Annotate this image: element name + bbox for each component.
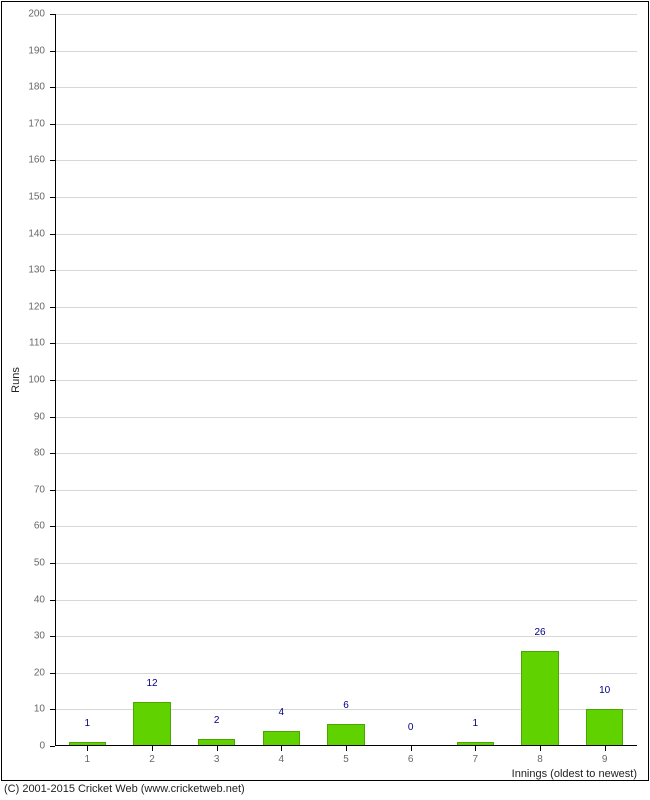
- xtick-mark: [605, 746, 606, 751]
- ytick-mark: [50, 600, 55, 601]
- xtick-label: 8: [537, 754, 543, 765]
- y-axis-label: Runs: [10, 367, 22, 393]
- bar-value-label: 12: [146, 678, 157, 689]
- y-axis-line: [55, 14, 56, 746]
- ytick-label: 80: [0, 448, 45, 459]
- bar: [586, 709, 624, 746]
- gridline: [55, 453, 637, 454]
- xtick-mark: [152, 746, 153, 751]
- gridline: [55, 87, 637, 88]
- ytick-label: 90: [0, 411, 45, 422]
- ytick-mark: [50, 51, 55, 52]
- bar-value-label: 1: [473, 718, 479, 729]
- gridline: [55, 526, 637, 527]
- ytick-label: 110: [0, 338, 45, 349]
- ytick-mark: [50, 234, 55, 235]
- bar-value-label: 4: [279, 707, 285, 718]
- xtick-label: 9: [602, 754, 608, 765]
- ytick-mark: [50, 307, 55, 308]
- bar-value-label: 2: [214, 715, 220, 726]
- ytick-mark: [50, 673, 55, 674]
- xtick-mark: [87, 746, 88, 751]
- ytick-label: 0: [0, 741, 45, 752]
- ytick-mark: [50, 526, 55, 527]
- ytick-label: 190: [0, 45, 45, 56]
- xtick-label: 4: [279, 754, 285, 765]
- gridline: [55, 124, 637, 125]
- ytick-label: 60: [0, 521, 45, 532]
- xtick-label: 3: [214, 754, 220, 765]
- ytick-label: 130: [0, 265, 45, 276]
- gridline: [55, 490, 637, 491]
- ytick-mark: [50, 197, 55, 198]
- gridline: [55, 14, 637, 15]
- gridline: [55, 197, 637, 198]
- xtick-mark: [281, 746, 282, 751]
- xtick-mark: [475, 746, 476, 751]
- ytick-mark: [50, 490, 55, 491]
- gridline: [55, 563, 637, 564]
- copyright-text: (C) 2001-2015 Cricket Web (www.cricketwe…: [4, 783, 245, 795]
- gridline: [55, 307, 637, 308]
- gridline: [55, 417, 637, 418]
- ytick-mark: [50, 380, 55, 381]
- ytick-mark: [50, 709, 55, 710]
- ytick-label: 30: [0, 631, 45, 642]
- gridline: [55, 270, 637, 271]
- gridline: [55, 160, 637, 161]
- xtick-label: 2: [149, 754, 155, 765]
- ytick-label: 20: [0, 667, 45, 678]
- ytick-mark: [50, 160, 55, 161]
- ytick-mark: [50, 636, 55, 637]
- ytick-mark: [50, 417, 55, 418]
- xtick-label: 1: [85, 754, 91, 765]
- bar-value-label: 26: [534, 627, 545, 638]
- ytick-mark: [50, 14, 55, 15]
- ytick-label: 140: [0, 228, 45, 239]
- ytick-label: 40: [0, 594, 45, 605]
- plot-area: 1 12 2 4 6 0 1 26 10: [55, 14, 637, 746]
- ytick-label: 170: [0, 118, 45, 129]
- bar-value-label: 0: [408, 722, 414, 733]
- xtick-mark: [217, 746, 218, 751]
- ytick-label: 150: [0, 192, 45, 203]
- ytick-label: 70: [0, 484, 45, 495]
- bar-value-label: 6: [343, 700, 349, 711]
- ytick-mark: [50, 124, 55, 125]
- bar: [521, 651, 559, 746]
- gridline: [55, 234, 637, 235]
- xtick-mark: [540, 746, 541, 751]
- ytick-label: 180: [0, 82, 45, 93]
- bar: [263, 731, 301, 746]
- ytick-label: 200: [0, 9, 45, 20]
- xtick-label: 6: [408, 754, 414, 765]
- gridline: [55, 636, 637, 637]
- ytick-label: 100: [0, 375, 45, 386]
- gridline: [55, 343, 637, 344]
- bar: [327, 724, 365, 746]
- x-axis-label: Innings (oldest to newest): [55, 768, 637, 780]
- gridline: [55, 51, 637, 52]
- ytick-label: 10: [0, 704, 45, 715]
- gridline: [55, 380, 637, 381]
- ytick-label: 120: [0, 301, 45, 312]
- xtick-label: 5: [343, 754, 349, 765]
- ytick-mark: [50, 453, 55, 454]
- bar-value-label: 1: [85, 718, 91, 729]
- xtick-mark: [346, 746, 347, 751]
- ytick-mark: [50, 270, 55, 271]
- bar: [133, 702, 171, 746]
- xtick-label: 7: [473, 754, 479, 765]
- ytick-label: 160: [0, 155, 45, 166]
- bar-value-label: 10: [599, 685, 610, 696]
- xtick-mark: [411, 746, 412, 751]
- ytick-mark: [50, 563, 55, 564]
- gridline: [55, 600, 637, 601]
- ytick-mark: [50, 343, 55, 344]
- ytick-label: 50: [0, 558, 45, 569]
- ytick-mark: [50, 746, 55, 747]
- ytick-mark: [50, 87, 55, 88]
